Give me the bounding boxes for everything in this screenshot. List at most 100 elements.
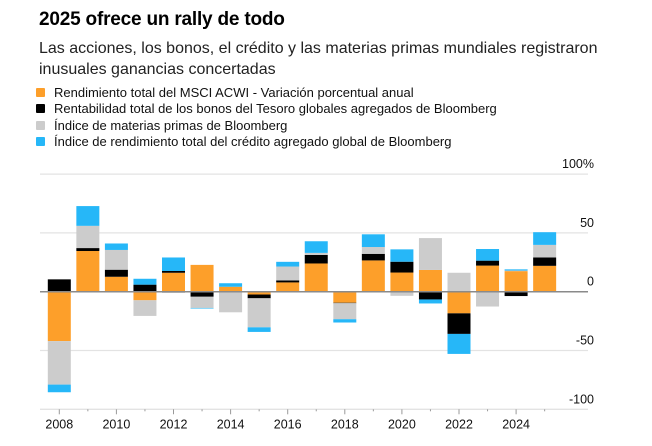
- msci-bar-2022: [447, 291, 471, 314]
- msci-bar-2019: [361, 260, 385, 292]
- credit-bar-2011: [133, 278, 157, 285]
- x-tick-label: 2014: [217, 417, 245, 431]
- legend-swatch-credit: [36, 137, 45, 147]
- gridlines: [40, 173, 588, 410]
- msci-bar-2011: [133, 291, 157, 301]
- commodities-bar-2011: [133, 300, 157, 316]
- credit-bar-2019: [361, 234, 385, 248]
- commodities-bar-2020: [390, 291, 414, 296]
- x-tick-label: 2016: [274, 417, 302, 431]
- msci-bar-2012: [162, 272, 185, 292]
- treasuries-bar-2011: [133, 284, 157, 292]
- treasuries-bar-2015: [247, 294, 271, 299]
- x-tick-label: 2022: [445, 417, 473, 431]
- msci-bar-2015: [247, 291, 271, 295]
- chart-subtitle: Las acciones, los bonos, el crédito y la…: [39, 40, 598, 78]
- msci-bar-2008: [47, 291, 71, 342]
- treasuries-bar-2016: [276, 280, 300, 283]
- commodities-bar-2019: [361, 247, 385, 254]
- y-tick-label: 50: [580, 216, 594, 230]
- x-tick-label: 2010: [102, 417, 130, 431]
- legend: Rendimiento total del MSCI ACWI - Variac…: [36, 84, 497, 150]
- msci-bar-2024: [504, 271, 528, 292]
- commodities-bar-2021: [418, 238, 442, 270]
- treasuries-bar-2024: [504, 291, 528, 297]
- treasuries-bar-2021: [418, 291, 442, 300]
- msci-bar-2017: [304, 263, 328, 292]
- treasuries-bar-2025: [533, 257, 557, 266]
- x-tick-label: 2008: [45, 417, 73, 431]
- y-axis: 100% 50 0 -50 -100: [562, 157, 594, 406]
- msci-bar-2016: [276, 282, 300, 292]
- legend-label-treasuries: Rentabilidad total de los bonos del Teso…: [54, 101, 497, 117]
- treasuries-bar-2017: [304, 254, 328, 264]
- msci-bar-2025: [533, 265, 557, 292]
- credit-bar-2012: [162, 257, 185, 272]
- credit-bar-2009: [76, 206, 100, 226]
- treasuries-bar-2008: [47, 279, 71, 292]
- credit-bar-2024: [504, 269, 528, 271]
- x-tick-label: 2018: [331, 417, 359, 431]
- x-tick-label: 2024: [502, 417, 530, 431]
- msci-bar-2014: [219, 286, 243, 292]
- msci-bar-2020: [390, 272, 414, 292]
- commodities-bar-2010: [104, 249, 128, 270]
- credit-bar-2018: [333, 319, 357, 323]
- treasuries-bar-2010: [104, 269, 128, 277]
- legend-label-credit: Índice de rendimiento total del crédito …: [54, 134, 452, 150]
- legend-item-credit: Índice de rendimiento total del crédito …: [36, 134, 497, 151]
- treasuries-bar-2012: [162, 271, 185, 273]
- x-tick-label: 2020: [388, 417, 416, 431]
- credit-bar-2023: [476, 249, 500, 261]
- y-tick-label: 0: [587, 275, 594, 289]
- legend-item-commodities: Índice de materias primas de Bloomberg: [36, 117, 497, 134]
- x-tick-label: 2012: [160, 417, 188, 431]
- treasuries-bar-2009: [76, 248, 100, 252]
- commodities-bar-2013: [190, 296, 214, 308]
- msci-bar-2009: [76, 251, 100, 292]
- commodities-bar-2023: [476, 291, 500, 307]
- msci-bar-2018: [333, 291, 357, 303]
- msci-bar-2010: [104, 276, 128, 292]
- credit-bar-2020: [390, 249, 414, 262]
- commodities-bar-2015: [247, 298, 271, 328]
- msci-bar-2021: [418, 269, 442, 292]
- credit-bar-2016: [276, 261, 300, 267]
- chart-title: 2025 ofrece un rally de todo: [39, 9, 285, 30]
- commodities-bar-2018: [333, 303, 357, 320]
- credit-bar-2015: [247, 327, 271, 332]
- commodities-bar-2024: [504, 270, 528, 272]
- x-axis: 2008 2010 2012 2014 2016 2018 2020 2022 2024: [45, 409, 546, 431]
- legend-swatch-commodities: [36, 120, 45, 130]
- legend-swatch-msci: [36, 87, 45, 97]
- credit-bar-2010: [104, 243, 128, 250]
- y-tick-label: -100: [569, 392, 594, 406]
- commodities-bar-2016: [276, 266, 300, 281]
- commodities-bar-2022: [447, 272, 471, 292]
- legend-item-treasuries: Rentabilidad total de los bonos del Teso…: [36, 101, 497, 118]
- legend-label-commodities: Índice de materias primas de Bloomberg: [54, 117, 288, 133]
- msci-bar-2023: [476, 265, 500, 292]
- treasuries-bar-2022: [447, 313, 471, 334]
- msci-bar-2013: [190, 264, 214, 292]
- treasuries-bar-2019: [361, 253, 385, 261]
- treasuries-bar-2023: [476, 260, 500, 266]
- y-tick-label: -50: [576, 334, 594, 348]
- y-tick-label: 100%: [562, 157, 594, 171]
- bars: [47, 206, 557, 393]
- commodities-bar-2025: [533, 244, 557, 258]
- legend-item-msci: Rendimiento total del MSCI ACWI - Variac…: [36, 84, 497, 101]
- credit-bar-2017: [304, 241, 328, 253]
- commodities-bar-2008: [47, 341, 71, 385]
- credit-bar-2008: [47, 384, 71, 393]
- commodities-bar-2017: [304, 252, 328, 255]
- credit-bar-2021: [418, 299, 442, 304]
- treasuries-bar-2020: [390, 261, 414, 273]
- treasuries-bar-2013: [190, 291, 214, 297]
- credit-bar-2025: [533, 232, 557, 245]
- legend-label-msci: Rendimiento total del MSCI ACWI - Variac…: [54, 84, 414, 100]
- legend-swatch-treasuries: [36, 104, 45, 114]
- credit-bar-2022: [447, 333, 471, 354]
- credit-bar-2014: [219, 283, 243, 287]
